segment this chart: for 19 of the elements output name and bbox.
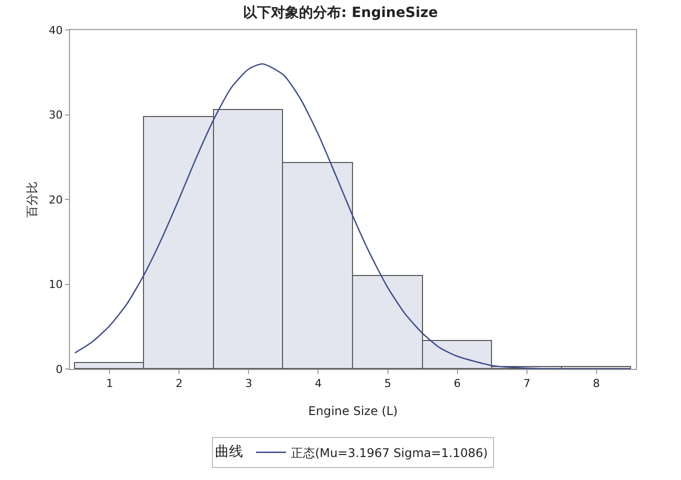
y-tick-label: 20 bbox=[48, 193, 63, 206]
x-tick-label: 8 bbox=[592, 377, 600, 390]
legend-label: 正态(Mu=3.1967 Sigma=1.1086) bbox=[291, 446, 488, 460]
legend-title: 曲线 bbox=[215, 444, 243, 460]
y-axis-title: 百分比 bbox=[25, 182, 39, 218]
x-tick-label: 1 bbox=[106, 377, 114, 390]
x-axis-title: Engine Size (L) bbox=[308, 404, 398, 418]
y-tick-label: 40 bbox=[48, 24, 63, 37]
line-series bbox=[74, 63, 632, 369]
y-tick-label: 10 bbox=[48, 278, 63, 292]
x-tick-label: 3 bbox=[245, 377, 252, 390]
y-tick-label: 0 bbox=[56, 362, 63, 376]
x-tick-label: 6 bbox=[454, 377, 461, 390]
x-tick-label: 2 bbox=[176, 377, 183, 390]
x-tick-label: 5 bbox=[384, 377, 392, 390]
x-tick-label: 7 bbox=[523, 377, 530, 390]
y-tick-label: 30 bbox=[48, 108, 63, 122]
chart-title: 以下对象的分布: EngineSize bbox=[243, 5, 438, 21]
x-tick-label: 4 bbox=[314, 377, 322, 390]
